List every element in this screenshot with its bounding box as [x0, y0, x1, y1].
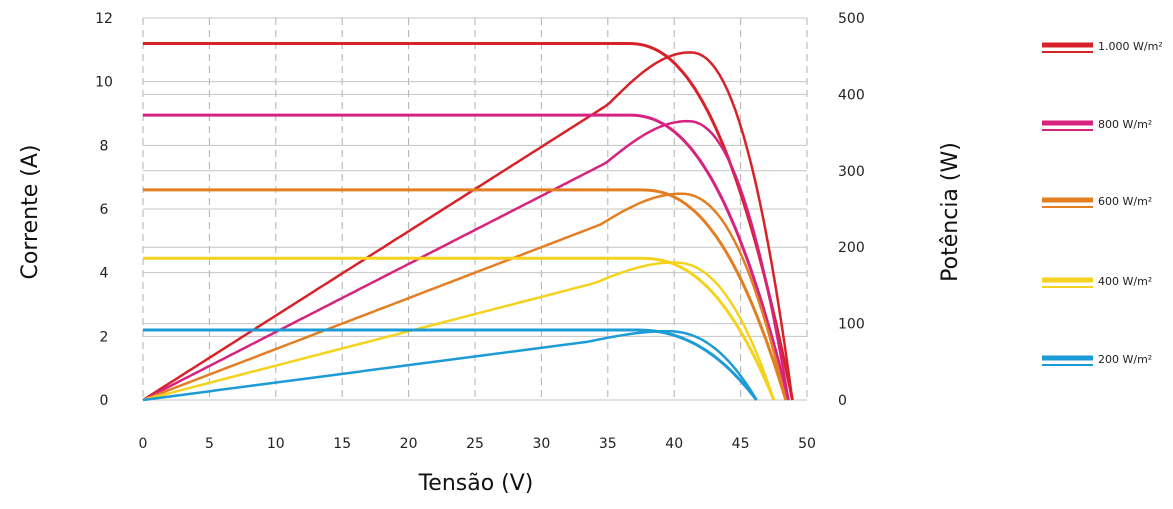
legend-label: 600 W/m²: [1098, 195, 1152, 208]
x-tick-label: 25: [466, 436, 484, 452]
x-axis-ticks: 0 5 10 15 20 25 30 35 40 45 50: [139, 436, 816, 452]
x-tick-label: 30: [532, 436, 550, 452]
x-tick-label: 20: [400, 436, 418, 452]
iv-curve: [143, 113, 790, 401]
pv-curve: [142, 329, 758, 402]
x-tick-label: 35: [599, 436, 617, 452]
x-tick-label: 15: [333, 436, 351, 452]
legend-label: 1.000 W/m²: [1098, 40, 1163, 53]
left-tick-label: 2: [100, 329, 109, 345]
left-tick-label: 4: [100, 266, 109, 282]
iv-curve: [143, 188, 788, 401]
x-tick-label: 40: [665, 436, 683, 452]
x-tick-label: 5: [205, 436, 214, 452]
left-axis-ticks: 0 2 4 6 8 10 12: [95, 11, 113, 409]
legend-label: 200 W/m²: [1098, 353, 1152, 366]
right-tick-label: 100: [838, 317, 865, 333]
left-tick-label: 12: [95, 11, 113, 27]
left-axis-title: Corrente (A): [18, 145, 43, 280]
right-tick-label: 400: [838, 87, 865, 103]
right-tick-label: 0: [838, 393, 847, 409]
left-tick-label: 8: [100, 138, 109, 154]
left-tick-label: 6: [100, 202, 109, 218]
x-tick-label: 0: [139, 436, 148, 452]
x-tick-label: 50: [798, 436, 816, 452]
curves: [142, 42, 794, 402]
left-tick-label: 0: [100, 393, 109, 409]
iv-curve: [143, 42, 794, 401]
right-tick-label: 500: [838, 11, 865, 27]
pv-curve: [142, 119, 790, 402]
right-tick-label: 200: [838, 240, 865, 256]
pv-curve: [142, 261, 775, 402]
pv-curve: [142, 192, 788, 402]
x-tick-label: 10: [267, 436, 285, 452]
right-tick-label: 300: [838, 164, 865, 180]
legend: 1.000 W/m² 800 W/m² 600 W/m² 400 W/m² 200 W/…: [1042, 40, 1163, 366]
right-axis-title: Potência (W): [938, 142, 963, 282]
left-tick-label: 10: [95, 75, 113, 91]
legend-label: 400 W/m²: [1098, 275, 1152, 288]
legend-label: 800 W/m²: [1098, 118, 1152, 131]
x-axis-title: Tensão (V): [418, 471, 534, 496]
x-tick-label: 45: [732, 436, 750, 452]
pv-curve: [142, 51, 794, 402]
right-axis-ticks: 0 100 200 300 400 500: [838, 11, 865, 409]
grid: [142, 17, 808, 401]
